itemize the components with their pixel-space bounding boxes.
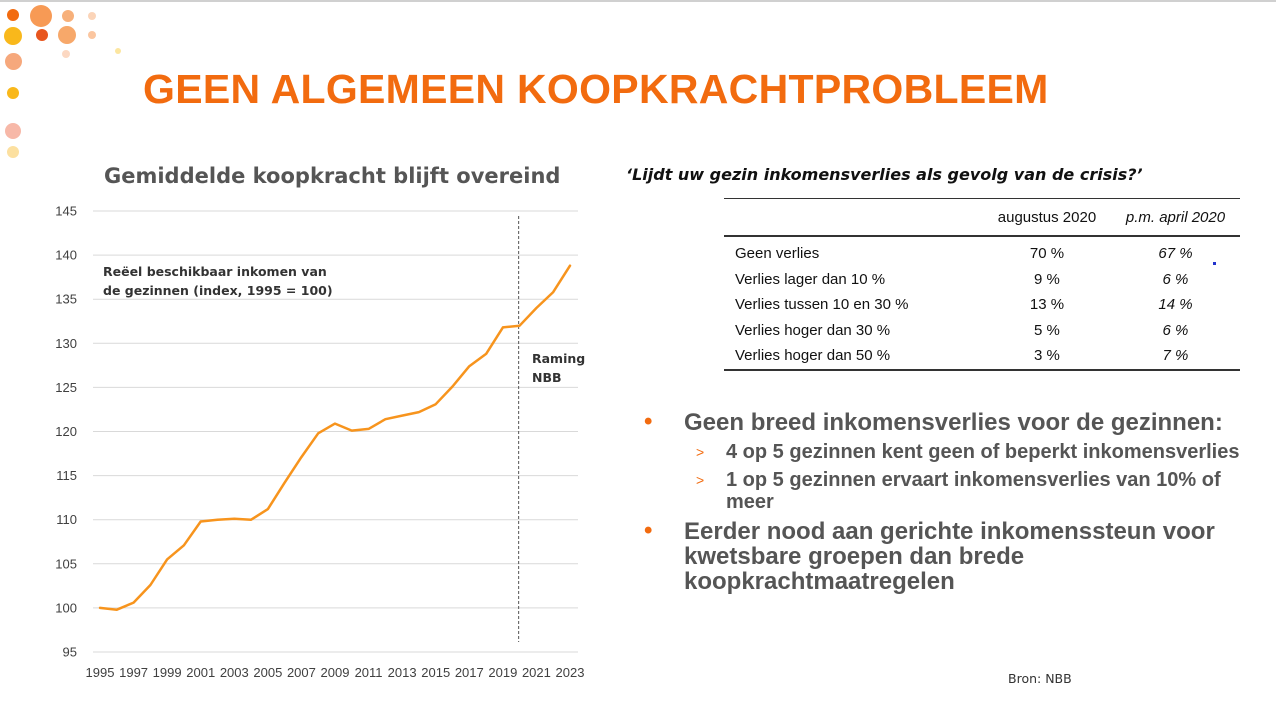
y-tick-label: 105 xyxy=(55,556,77,571)
x-tick-label: 2017 xyxy=(455,665,484,680)
decor-dot xyxy=(5,53,22,70)
decor-dot xyxy=(30,5,52,27)
annotation-line: Raming xyxy=(532,351,586,366)
decor-dot xyxy=(7,146,19,158)
sub-bullet-text: 1 op 5 gezinnen ervaart inkomensverlies … xyxy=(726,469,1221,513)
y-tick-label: 110 xyxy=(56,512,77,527)
bullet-marker: • xyxy=(644,408,653,435)
y-axis-tick-labels: 95 100 105 110 115 120 125 130 135 140 145 xyxy=(55,204,77,660)
cell-august: 3 % xyxy=(1034,347,1060,365)
table-row: Geen verlies 70 % 67 % xyxy=(724,236,1240,267)
table-header-empty xyxy=(724,198,983,237)
table-row: Verlies hoger dan 30 % 5 % 6 % xyxy=(724,318,1240,344)
survey-table: augustus 2020 p.m. april 2020 Geen verli… xyxy=(724,198,1240,371)
y-tick-label: 100 xyxy=(55,600,77,615)
x-tick-label: 1995 xyxy=(86,665,115,680)
bullet-text: Eerder nood aan gerichte inkomenssteun v… xyxy=(684,518,1215,595)
bullet-list: • Geen breed inkomensverlies voor de gez… xyxy=(644,408,1244,600)
y-tick-label: 145 xyxy=(55,204,77,219)
survey-question: ‘Lijdt uw gezin inkomensverlies als gevo… xyxy=(626,165,1143,184)
x-tick-label: 2003 xyxy=(220,665,249,680)
x-tick-label: 2005 xyxy=(253,665,282,680)
row-label: Verlies lager dan 10 % xyxy=(735,270,886,288)
row-label: Verlies hoger dan 30 % xyxy=(735,321,891,339)
x-tick-label: 2001 xyxy=(186,665,215,680)
source-note: Bron: NBB xyxy=(1008,671,1072,686)
decor-dot xyxy=(7,9,19,21)
chart-annotation-income: Reëel beschikbaar inkomen van de gezinne… xyxy=(103,262,333,300)
y-tick-label: 120 xyxy=(55,424,77,439)
cell-april: 6 % xyxy=(1162,321,1189,339)
decor-dot xyxy=(62,10,74,22)
row-label: Verlies hoger dan 50 % xyxy=(735,347,891,365)
row-label: Verlies tussen 10 en 30 % xyxy=(735,296,909,314)
decor-dot xyxy=(36,29,48,41)
cell-april: 6 % xyxy=(1162,270,1189,288)
x-tick-label: 2023 xyxy=(556,665,585,680)
sub-bullet-marker: > xyxy=(696,472,705,488)
annotation-line: Reëel beschikbaar inkomen van xyxy=(103,264,327,279)
x-tick-label: 2009 xyxy=(321,665,350,680)
sub-bullet-marker: > xyxy=(696,444,705,460)
cell-april: 7 % xyxy=(1162,347,1189,365)
table-header-row: augustus 2020 p.m. april 2020 xyxy=(724,198,1240,237)
chart-annotation-forecast: Raming NBB xyxy=(532,349,585,387)
decor-dot xyxy=(5,123,21,139)
bullet-marker: • xyxy=(644,517,653,544)
chart-title: Gemiddelde koopkracht blijft overeind xyxy=(104,164,561,188)
decor-dot xyxy=(58,26,76,44)
table-row: Verlies hoger dan 50 % 3 % 7 % xyxy=(724,343,1240,370)
top-border xyxy=(0,0,1276,2)
cell-august: 9 % xyxy=(1034,270,1060,288)
cell-august: 5 % xyxy=(1034,321,1060,339)
y-tick-label: 95 xyxy=(63,645,77,660)
x-tick-label: 1999 xyxy=(153,665,182,680)
x-tick-label: 2015 xyxy=(421,665,450,680)
slide-title: GEEN ALGEMEEN KOOPKRACHTPROBLEEM xyxy=(143,66,1049,112)
series-line xyxy=(98,264,572,611)
sub-bullet-item: > 4 op 5 gezinnen kent geen of beperkt i… xyxy=(644,441,1244,463)
column-header-august: augustus 2020 xyxy=(983,198,1111,237)
decor-dot xyxy=(62,50,70,58)
cell-august: 13 % xyxy=(1029,296,1065,314)
y-tick-label: 115 xyxy=(56,468,77,483)
decor-dot xyxy=(88,12,96,20)
chart-grid xyxy=(93,210,578,653)
annotation-line: de gezinnen (index, 1995 = 100) xyxy=(103,283,333,298)
sub-bullet-item: > 1 op 5 gezinnen ervaart inkomensverlie… xyxy=(644,469,1244,513)
cell-april: 67 % xyxy=(1158,245,1193,263)
x-tick-label: 2021 xyxy=(522,665,551,680)
sub-bullet-text: 4 op 5 gezinnen kent geen of beperkt ink… xyxy=(726,441,1240,463)
y-tick-label: 140 xyxy=(55,248,77,263)
table-row: Verlies lager dan 10 % 9 % 6 % xyxy=(724,267,1240,293)
decor-dot xyxy=(115,48,121,54)
column-header-april: p.m. april 2020 xyxy=(1110,198,1240,237)
y-tick-label: 135 xyxy=(55,292,77,307)
bullet-text: Geen breed inkomensverlies voor de gezin… xyxy=(684,409,1223,436)
bullet-item: • Eerder nood aan gerichte inkomenssteun… xyxy=(644,517,1244,595)
table-row: Verlies tussen 10 en 30 % 13 % 14 % xyxy=(724,292,1240,318)
stray-mark xyxy=(1213,262,1216,265)
y-tick-label: 130 xyxy=(55,336,77,351)
bullet-item: • Geen breed inkomensverlies voor de gez… xyxy=(644,408,1244,436)
row-label: Geen verlies xyxy=(735,245,820,263)
x-tick-label: 1997 xyxy=(119,665,148,680)
x-tick-label: 2019 xyxy=(488,665,517,680)
x-axis-tick-labels: 1995 1997 1999 2001 2003 2005 2007 2009 2011 2013… xyxy=(86,665,585,680)
decor-dot xyxy=(4,27,22,45)
annotation-line: NBB xyxy=(532,370,562,385)
x-tick-label: 2011 xyxy=(355,665,383,680)
x-tick-label: 2007 xyxy=(287,665,316,680)
y-tick-label: 125 xyxy=(55,380,77,395)
cell-august: 70 % xyxy=(1029,245,1065,263)
x-tick-label: 2013 xyxy=(388,665,417,680)
cell-april: 14 % xyxy=(1158,296,1193,314)
decor-dot xyxy=(7,87,19,99)
decor-dot xyxy=(88,31,96,39)
